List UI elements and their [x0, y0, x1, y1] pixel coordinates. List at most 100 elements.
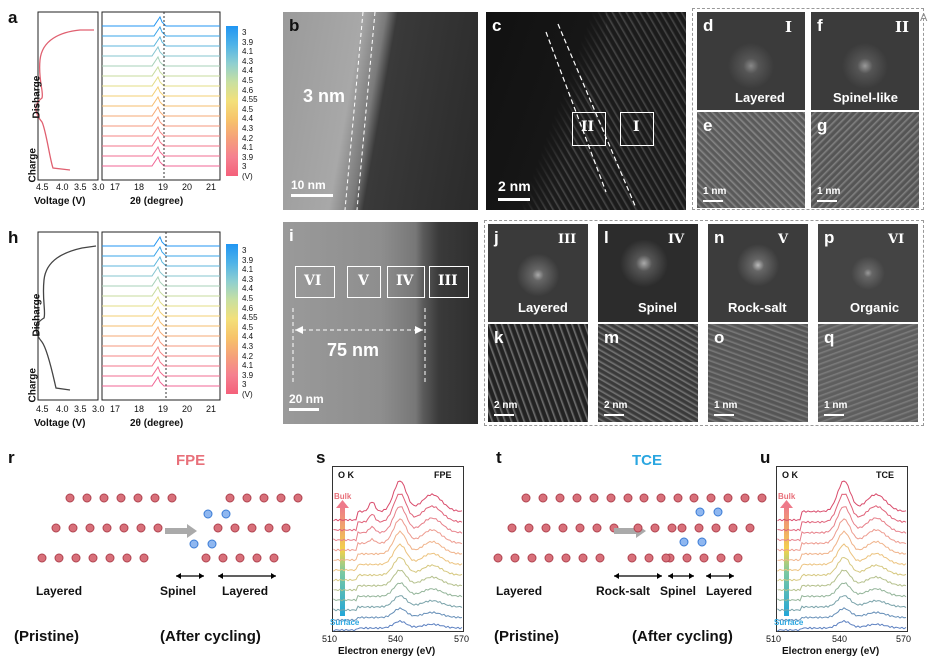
panel-label-f: f: [817, 16, 823, 35]
n-caption: Rock-salt: [728, 300, 787, 315]
colorbar-tick: 4.5: [242, 294, 254, 303]
xrd-trace: [102, 75, 220, 87]
xrd-trace: [102, 345, 220, 357]
c-box-ii: II: [572, 112, 606, 146]
xrd-trace: [102, 245, 220, 257]
xrd-trace: [102, 95, 220, 107]
li-atom: [679, 537, 689, 547]
tm-atom: [201, 553, 211, 563]
tm-atom: [627, 553, 637, 563]
tm-atom: [555, 493, 565, 503]
k-scalebar: [494, 414, 514, 416]
k-scale-text: 2 nm: [494, 400, 518, 411]
hrtem-k: k 2 nm: [488, 324, 588, 422]
xrd-trace: [102, 295, 220, 307]
i-distance: 75 nm: [327, 340, 380, 360]
u-xtick: 570: [896, 634, 912, 644]
panel-jq-frame: [484, 220, 924, 426]
colorbar-tick: 3.9: [242, 255, 254, 265]
xrd-xtick: 17: [110, 182, 121, 192]
xrd-trace: [102, 45, 220, 57]
m-scalebar: [604, 414, 624, 416]
panel-label-m: m: [604, 328, 620, 347]
tm-atom: [544, 553, 554, 563]
tm-atom: [623, 493, 633, 503]
colorbar-tick: 4.55: [242, 95, 258, 105]
tm-atom: [644, 553, 654, 563]
q-scalebar: [824, 414, 844, 416]
u-ok: O K: [782, 470, 799, 480]
fft-d: d I Layered: [697, 12, 805, 110]
tm-atom: [524, 523, 534, 533]
colorbar-tick: 4.5: [242, 76, 254, 85]
colorbar-tick: 4.6: [242, 303, 254, 313]
eels-spectrum-trace: [777, 595, 907, 612]
xrd-trace: [102, 305, 220, 317]
tm-atom: [606, 493, 616, 503]
eels-spectrum-trace: [777, 569, 907, 592]
hrtem-m: m 2 nm: [598, 324, 698, 422]
depth-gradient-bar: [784, 506, 789, 616]
xrd-trace: [102, 85, 220, 97]
xrd-trace: [102, 255, 220, 267]
colorbar-tick: 4.2: [242, 133, 254, 143]
t-schematic: [493, 493, 767, 579]
c-box-i: I: [620, 112, 654, 146]
tm-atom: [507, 523, 517, 533]
b-thickness-label: 3 nm: [303, 86, 346, 106]
s-bulk: Bulk: [334, 492, 352, 501]
tm-atom: [269, 553, 279, 563]
colorbar-a: [226, 26, 238, 176]
eels-spectrum-trace: [777, 582, 907, 602]
tm-atom: [133, 493, 143, 503]
spectrum-frame: [332, 466, 464, 632]
tm-atom: [136, 523, 146, 533]
colorbar-tick: 3.9: [242, 152, 254, 162]
xrd-trace: [102, 15, 220, 27]
xrd-h-xtick: 17: [110, 404, 121, 414]
c-dark-region: [486, 12, 606, 210]
tm-atom: [247, 523, 257, 533]
colorbar-tick: 4.2: [242, 351, 254, 361]
panel-label-r: r: [8, 448, 15, 467]
depth-arrow-tip: [780, 500, 793, 508]
fft-n: n V Rock-salt: [708, 224, 808, 322]
xrd-xtick: 21: [206, 182, 217, 192]
tm-atom: [673, 493, 683, 503]
t-caption-pristine: (Pristine): [494, 628, 560, 645]
panel-label-s: s: [316, 448, 326, 467]
colorbar-tick: 4.3: [242, 56, 254, 66]
panel-label-k: k: [494, 328, 504, 347]
depth-gradient-bar: [340, 506, 345, 616]
xrd-trace: [102, 155, 220, 167]
e-scalebar: [703, 200, 723, 202]
eels-spectrum-trace: [333, 530, 463, 562]
c-dashes: [545, 23, 637, 209]
tm-atom: [575, 523, 585, 533]
p-caption: Organic: [850, 300, 900, 315]
tm-atom: [706, 493, 716, 503]
xrd-xtick: 18: [134, 182, 145, 192]
i-box-iii-label: III: [438, 273, 458, 289]
xrd-trace: [102, 335, 220, 347]
colorbar-tick: 4.3: [242, 342, 254, 351]
tem-image-c: c II I 2 nm: [486, 12, 686, 210]
tm-atom: [510, 553, 520, 563]
panel-label-l: l: [604, 228, 609, 247]
corner-text: A: [920, 12, 928, 24]
voltage-xlabel: Voltage (V): [34, 196, 86, 207]
xrd-trace: [102, 135, 220, 147]
arrowhead: [176, 573, 181, 579]
m-scale-text: 2 nm: [604, 400, 628, 411]
tm-atom: [293, 493, 303, 503]
r-caption-after: (After cycling): [160, 628, 261, 645]
c-scale-text: 2 nm: [498, 178, 531, 194]
voltage-h-xtick: 4.0: [56, 404, 69, 414]
tm-atom: [745, 523, 755, 533]
voltage-h-xtick: 4.5: [36, 404, 49, 414]
voltage-ylabel-top-text: Disharge: [31, 75, 43, 119]
xrd-h-xlabel: 2θ (degree): [130, 418, 184, 429]
i-box-vi: VI: [295, 266, 335, 298]
t-title: TCE: [632, 452, 662, 469]
tm-atom: [639, 493, 649, 503]
